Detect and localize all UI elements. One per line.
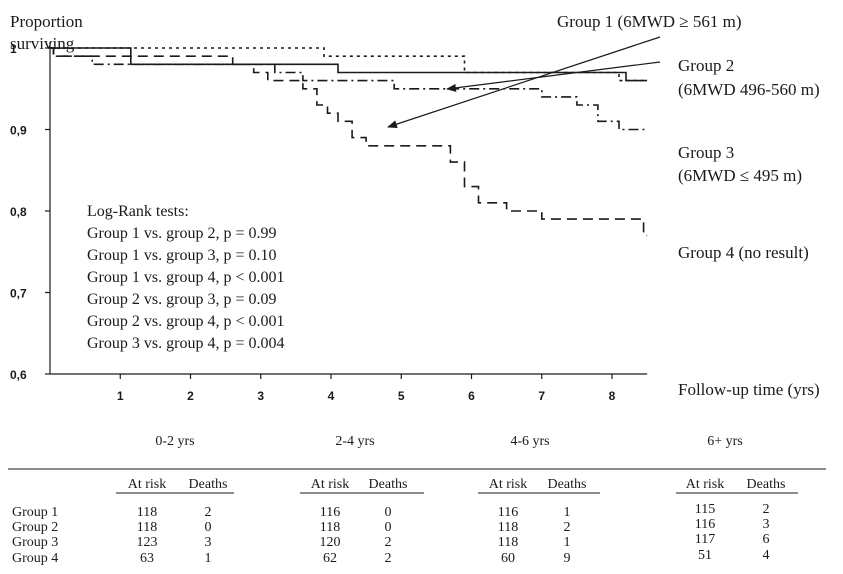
risk-col-header: At risk (311, 477, 350, 492)
risk-col-header: At risk (489, 477, 528, 492)
risk-deaths-value: 1 (564, 535, 571, 550)
y-tick-label: 1 (10, 42, 17, 56)
risk-deaths-value: 1 (205, 551, 212, 566)
y-tick-label: 0,8 (10, 205, 27, 219)
risk-at-risk-value: 123 (137, 535, 158, 550)
risk-col-header: At risk (686, 477, 725, 492)
series-line-group-2 (50, 47, 648, 82)
annotation-group-2-line-2: (6MWD 496-560 m) (678, 80, 820, 99)
annotation-group-3-line-1: Group 3 (678, 143, 734, 162)
series-line-group-4 (50, 47, 648, 237)
x-tick-label: 2 (187, 389, 194, 403)
risk-deaths-value: 0 (385, 520, 392, 535)
risk-at-risk-value: 60 (501, 551, 515, 566)
risk-at-risk-value: 120 (320, 535, 341, 550)
risk-at-risk-value: 116 (320, 505, 340, 520)
risk-deaths-value: 0 (385, 505, 392, 520)
risk-deaths-value: 2 (205, 505, 212, 520)
logrank-line: Group 2 vs. group 3, p = 0.09 (87, 291, 276, 308)
logrank-title: Log-Rank tests: (87, 203, 189, 220)
risk-row-label: Group 4 (12, 551, 58, 566)
risk-col-header: Deaths (369, 477, 408, 492)
x-tick-label: 6 (468, 389, 475, 403)
risk-period-label: 2-4 yrs (335, 434, 374, 449)
logrank-line: Group 1 vs. group 3, p = 0.10 (87, 247, 276, 264)
risk-at-risk-value: 62 (323, 551, 337, 566)
risk-at-risk-value: 118 (137, 505, 157, 520)
arrow-group-1 (387, 36, 661, 128)
x-axis-label: Follow-up time (yrs) (678, 380, 820, 399)
risk-col-header: Deaths (548, 477, 587, 492)
risk-deaths-value: 3 (205, 535, 212, 550)
risk-col-header: Deaths (189, 477, 228, 492)
risk-at-risk-value: 116 (498, 505, 518, 520)
risk-at-risk-value: 117 (695, 532, 715, 547)
risk-deaths-value: 3 (763, 517, 770, 532)
annotation-group-1: Group 1 (6MWD ≥ 561 m) (557, 12, 742, 31)
logrank-line: Group 3 vs. group 4, p = 0.004 (87, 335, 284, 352)
risk-deaths-value: 9 (564, 551, 571, 566)
series-line-group-1 (50, 47, 648, 82)
risk-row-label: Group 1 (12, 505, 58, 520)
annotation-group-3-line-2: (6MWD ≤ 495 m) (678, 166, 802, 185)
y-axis-label-line-2: surviving (10, 34, 75, 53)
risk-at-risk-value: 118 (137, 520, 157, 535)
risk-deaths-value: 4 (763, 548, 770, 563)
x-tick-label: 3 (257, 389, 264, 403)
risk-row-label: Group 2 (12, 520, 58, 535)
risk-period-label: 4-6 yrs (510, 434, 549, 449)
risk-deaths-value: 2 (385, 535, 392, 550)
risk-deaths-value: 2 (564, 520, 571, 535)
logrank-line: Group 2 vs. group 4, p < 0.001 (87, 313, 284, 330)
risk-deaths-value: 1 (564, 505, 571, 520)
risk-period-label: 6+ yrs (707, 434, 743, 449)
y-tick-label: 0,6 (10, 368, 27, 382)
risk-at-risk-value: 63 (140, 551, 154, 566)
risk-at-risk-value: 118 (320, 520, 340, 535)
annotation-group-4: Group 4 (no result) (678, 243, 809, 262)
x-tick-label: 5 (398, 389, 405, 403)
risk-row-label: Group 3 (12, 535, 58, 550)
risk-deaths-value: 0 (205, 520, 212, 535)
risk-at-risk-value: 116 (695, 517, 715, 532)
logrank-line: Group 1 vs. group 2, p = 0.99 (87, 225, 276, 242)
y-tick-label: 0,7 (10, 287, 27, 301)
risk-at-risk-value: 118 (498, 535, 518, 550)
y-axis-label-line-1: Proportion (10, 12, 83, 31)
x-tick-label: 4 (328, 389, 335, 403)
y-tick-label: 0,9 (10, 124, 27, 138)
x-tick-label: 8 (609, 389, 616, 403)
arrow-group-2 (446, 61, 661, 92)
risk-at-risk-value: 118 (498, 520, 518, 535)
risk-deaths-value: 2 (385, 551, 392, 566)
logrank-line: Group 1 vs. group 4, p < 0.001 (87, 269, 284, 286)
x-tick-label: 7 (538, 389, 545, 403)
risk-deaths-value: 6 (763, 532, 770, 547)
annotation-group-2-line-1: Group 2 (678, 56, 734, 75)
risk-period-label: 0-2 yrs (155, 434, 194, 449)
risk-at-risk-value: 115 (695, 502, 715, 517)
series-line-group-3 (50, 47, 648, 131)
risk-col-header: Deaths (747, 477, 786, 492)
risk-at-risk-value: 51 (698, 548, 712, 563)
risk-deaths-value: 2 (763, 502, 770, 517)
risk-col-header: At risk (128, 477, 167, 492)
x-tick-label: 1 (117, 389, 124, 403)
